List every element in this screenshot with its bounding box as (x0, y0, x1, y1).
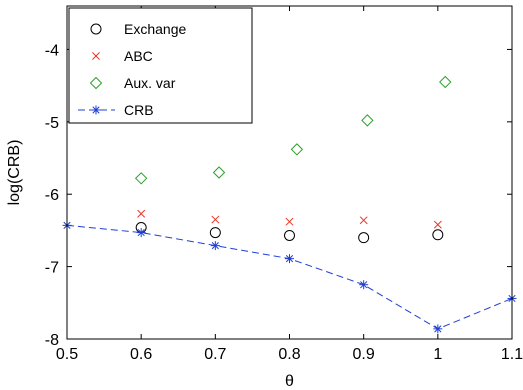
data-point-crb (359, 280, 369, 290)
data-point-abc (211, 215, 220, 224)
x-tick-label: 0.6 (130, 346, 152, 363)
data-point-aux-var (290, 143, 304, 156)
axes-layer: 0.5 0.6 0.7 0.8 0.9 1 1.1 -8 -7 -6 -5 -4 (45, 5, 523, 363)
data-point-crb (210, 241, 220, 251)
y-tick-label: -6 (45, 187, 59, 204)
y-axis-label: log(CRB) (6, 140, 23, 206)
data-point-crb (433, 324, 443, 334)
data-point-exchange (284, 229, 295, 241)
asterisk-stroke (92, 106, 100, 114)
legend-marker-abc (92, 52, 100, 60)
circle-marker (358, 232, 370, 244)
x-marker-stroke (211, 215, 220, 224)
series-aux-var (134, 75, 452, 185)
legend-label-crb: CRB (124, 102, 154, 118)
legend-label-exchange: Exchange (124, 21, 186, 37)
legend-marker-crb (91, 105, 101, 115)
diamond-marker (290, 143, 304, 156)
x-marker-stroke (359, 216, 368, 225)
data-point-aux-var (212, 166, 226, 179)
x-marker-stroke (285, 217, 294, 226)
data-point-abc (285, 217, 294, 226)
legend-label-abc: ABC (124, 48, 153, 64)
y-tick-label: -8 (45, 332, 59, 349)
x-marker-stroke (433, 220, 442, 229)
y-tick-label: -7 (45, 260, 59, 277)
asterisk-stroke (360, 281, 368, 289)
diamond-marker (361, 114, 374, 127)
x-tick-label: 0.9 (353, 346, 375, 363)
data-point-exchange (358, 232, 370, 244)
y-tick-label: -5 (45, 115, 59, 132)
data-point-exchange (432, 229, 444, 241)
x-marker-stroke (92, 52, 100, 60)
asterisk-stroke (285, 255, 294, 263)
diamond-marker (439, 75, 452, 89)
data-point-crb (285, 254, 294, 264)
legend: Exchange ABC Aux. var CRB (68, 7, 253, 124)
y-tick-label: -4 (45, 42, 59, 59)
diamond-marker (134, 172, 148, 185)
diamond-marker (212, 166, 226, 179)
data-point-abc (137, 209, 146, 218)
x-tick-label: 0.5 (56, 346, 78, 363)
series-layer (62, 75, 517, 334)
asterisk-stroke (434, 325, 442, 333)
x-tick-label: 1 (433, 346, 442, 363)
x-tick-label: 0.7 (204, 346, 226, 363)
x-tick-label: 1.1 (501, 346, 523, 363)
data-point-abc (359, 216, 368, 225)
circle-marker (284, 229, 295, 241)
x-tick-label: 0.8 (278, 346, 300, 363)
circle-marker (432, 229, 444, 241)
data-point-aux-var (134, 172, 148, 185)
diamond-marker (89, 76, 103, 90)
data-point-aux-var (361, 114, 374, 127)
legend-marker-exchange (90, 23, 102, 35)
circle-marker (90, 23, 102, 35)
legend-label-aux-var: Aux. var (124, 75, 176, 91)
asterisk-stroke (137, 228, 145, 237)
legend-box (68, 7, 253, 124)
data-point-crb (136, 228, 146, 238)
series-abc (137, 209, 442, 229)
circle-marker (209, 227, 221, 239)
asterisk-stroke (211, 242, 219, 250)
data-point-aux-var (439, 75, 452, 89)
legend-marker-aux-var (89, 76, 103, 90)
data-point-abc (433, 220, 442, 229)
data-point-exchange (209, 227, 221, 239)
x-axis-label: θ (285, 373, 294, 390)
x-marker-stroke (137, 209, 146, 218)
